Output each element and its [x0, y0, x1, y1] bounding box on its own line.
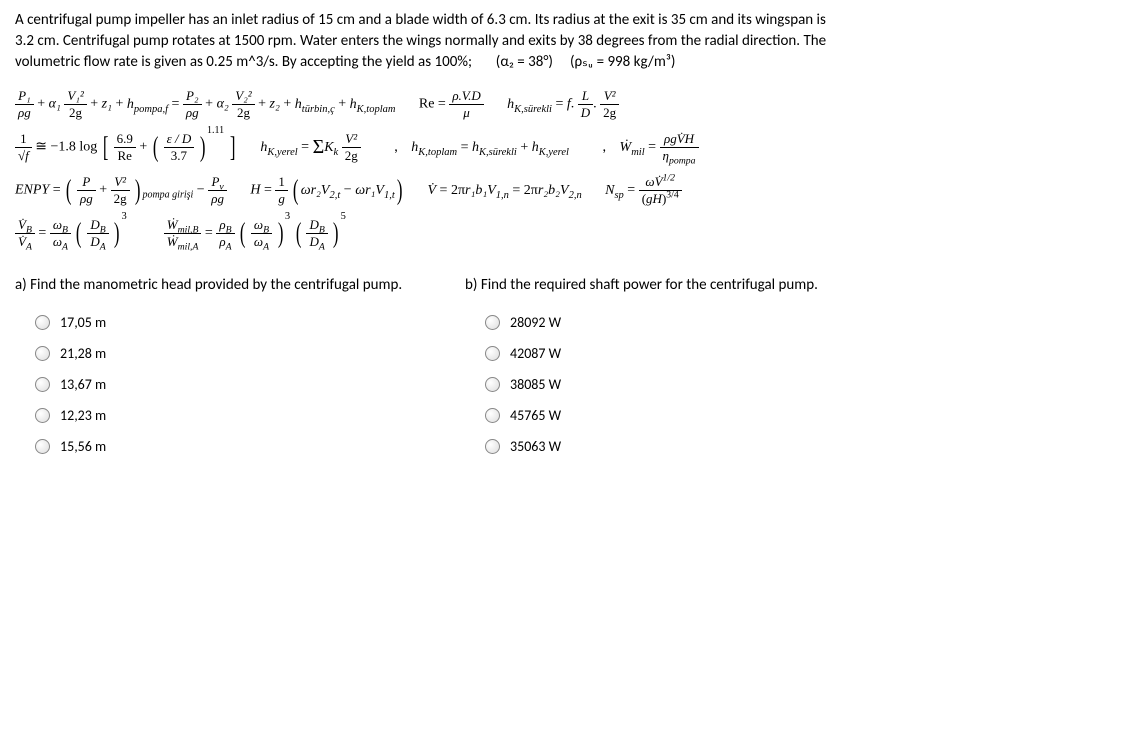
problem-line1: A centrifugal pump impeller has an inlet… — [15, 11, 826, 29]
formula-row-1: P₁ρg + α₁ V₁²2g + z₁ + hpompa,f = P₂ρg +… — [15, 88, 1110, 121]
radio-icon — [485, 377, 500, 392]
formula-row-4: V̇BV̇A = ωBωA ( DBDA )3 Ẇmil,BẆmil,A = ρ… — [15, 217, 1110, 250]
radio-icon — [35, 377, 50, 392]
radio-icon — [485, 408, 500, 423]
option-b-1[interactable]: 42087 W — [465, 345, 915, 362]
question-a: a) Find the manometric head provided by … — [15, 275, 405, 469]
option-a-0[interactable]: 17,05 m — [15, 314, 405, 331]
option-a-2[interactable]: 13,67 m — [15, 376, 405, 393]
radio-icon — [485, 346, 500, 361]
option-b-0-label: 28092 W — [510, 314, 561, 331]
energy-equation: P₁ρg + α₁ V₁²2g + z₁ + hpompa,f = P₂ρg +… — [15, 88, 395, 121]
option-a-1-label: 21,28 m — [60, 345, 106, 362]
formula-row-2: 1√f ≅ −1.8 log [ 6.9Re + ( ε / D3.7 )1.1… — [15, 131, 1110, 164]
radio-icon — [35, 315, 50, 330]
question-b: b) Find the required shaft power for the… — [465, 275, 915, 469]
option-a-4-label: 15,56 m — [60, 438, 106, 455]
option-b-1-label: 42087 W — [510, 345, 561, 362]
problem-line3: volumetric flow rate is given as 0.25 m^… — [15, 53, 472, 71]
specific-speed-equation: Nsp = ωV̇1/2(gH)3/4 — [605, 174, 682, 207]
formula-block: P₁ρg + α₁ V₁²2g + z₁ + hpompa,f = P₂ρg +… — [15, 88, 1110, 250]
option-b-2[interactable]: 38085 W — [465, 376, 915, 393]
option-b-3[interactable]: 45765 W — [465, 407, 915, 424]
problem-line2: 3.2 cm. Centrifugal pump rotates at 1500… — [15, 32, 826, 50]
alpha2-given: (α₂ = 38°) — [496, 53, 553, 71]
colebrook-equation: 1√f ≅ −1.8 log [ 6.9Re + ( ε / D3.7 )1.1… — [15, 131, 237, 164]
option-b-0[interactable]: 28092 W — [465, 314, 915, 331]
option-a-4[interactable]: 15,56 m — [15, 438, 405, 455]
option-a-3-label: 12,23 m — [60, 407, 106, 424]
similarity-power-equation: Ẇmil,BẆmil,A = ρBρA ( ωBωA )3 ( DBDA )5 — [164, 217, 346, 250]
friction-head-equation: hK,sürekli = f. LD. V²2g — [507, 88, 619, 121]
option-b-3-label: 45765 W — [510, 407, 561, 424]
option-a-0-label: 17,05 m — [60, 314, 106, 331]
question-b-text: b) Find the required shaft power for the… — [465, 275, 915, 296]
flow-rate-equation: V̇ = 2πr₁b₁V1,n = 2πr₂b₂V2,n — [427, 183, 581, 199]
npsh-equation: ENPY = ( Pρg + V²2g )pompa girişi − Pvρg — [15, 174, 227, 207]
similarity-flow-equation: V̇BV̇A = ωBωA ( DBDA )3 — [15, 217, 127, 250]
rho-given: (ρₛᵤ = 998 kg/m³) — [570, 53, 675, 71]
reynolds-equation: Re = ρ.V.Dμ — [419, 88, 484, 121]
radio-icon — [35, 439, 50, 454]
head-equation: H = 1g (ωr₂V2,t − ωr₁V1,t) — [250, 174, 404, 207]
option-b-4-label: 35063 W — [510, 438, 561, 455]
option-a-1[interactable]: 21,28 m — [15, 345, 405, 362]
total-head-equation: hK,toplam = hK,sürekli + hK,yerel — [411, 140, 569, 156]
local-head-equation: hK,yerel = ΣKk V²2g — [260, 131, 360, 164]
radio-icon — [485, 439, 500, 454]
radio-icon — [35, 408, 50, 423]
question-a-text: a) Find the manometric head provided by … — [15, 275, 405, 296]
option-b-2-label: 38085 W — [510, 376, 561, 393]
option-a-2-label: 13,67 m — [60, 376, 106, 393]
radio-icon — [485, 315, 500, 330]
formula-row-3: ENPY = ( Pρg + V²2g )pompa girişi − Pvρg… — [15, 174, 1110, 207]
questions-container: a) Find the manometric head provided by … — [15, 275, 1110, 469]
problem-statement: A centrifugal pump impeller has an inlet… — [15, 10, 1110, 73]
option-b-4[interactable]: 35063 W — [465, 438, 915, 455]
radio-icon — [35, 346, 50, 361]
option-a-3[interactable]: 12,23 m — [15, 407, 405, 424]
shaft-power-equation: Ẇmil = ρgV̇Hηpompa — [620, 131, 699, 164]
